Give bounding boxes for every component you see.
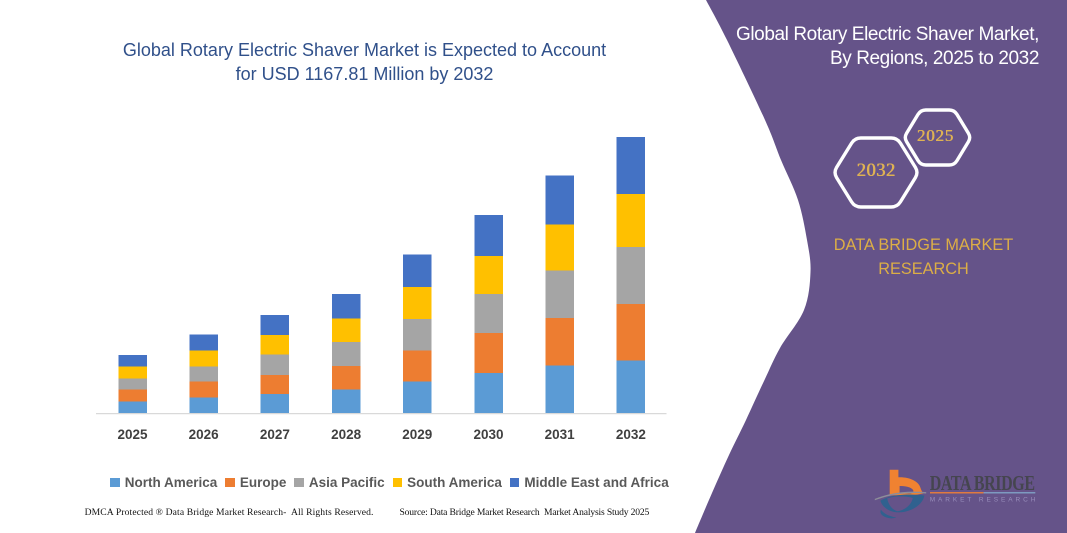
- svg-text:DATA BRIDGE: DATA BRIDGE: [930, 472, 1035, 496]
- svg-text:MARKET RESEARCH: MARKET RESEARCH: [930, 497, 1039, 504]
